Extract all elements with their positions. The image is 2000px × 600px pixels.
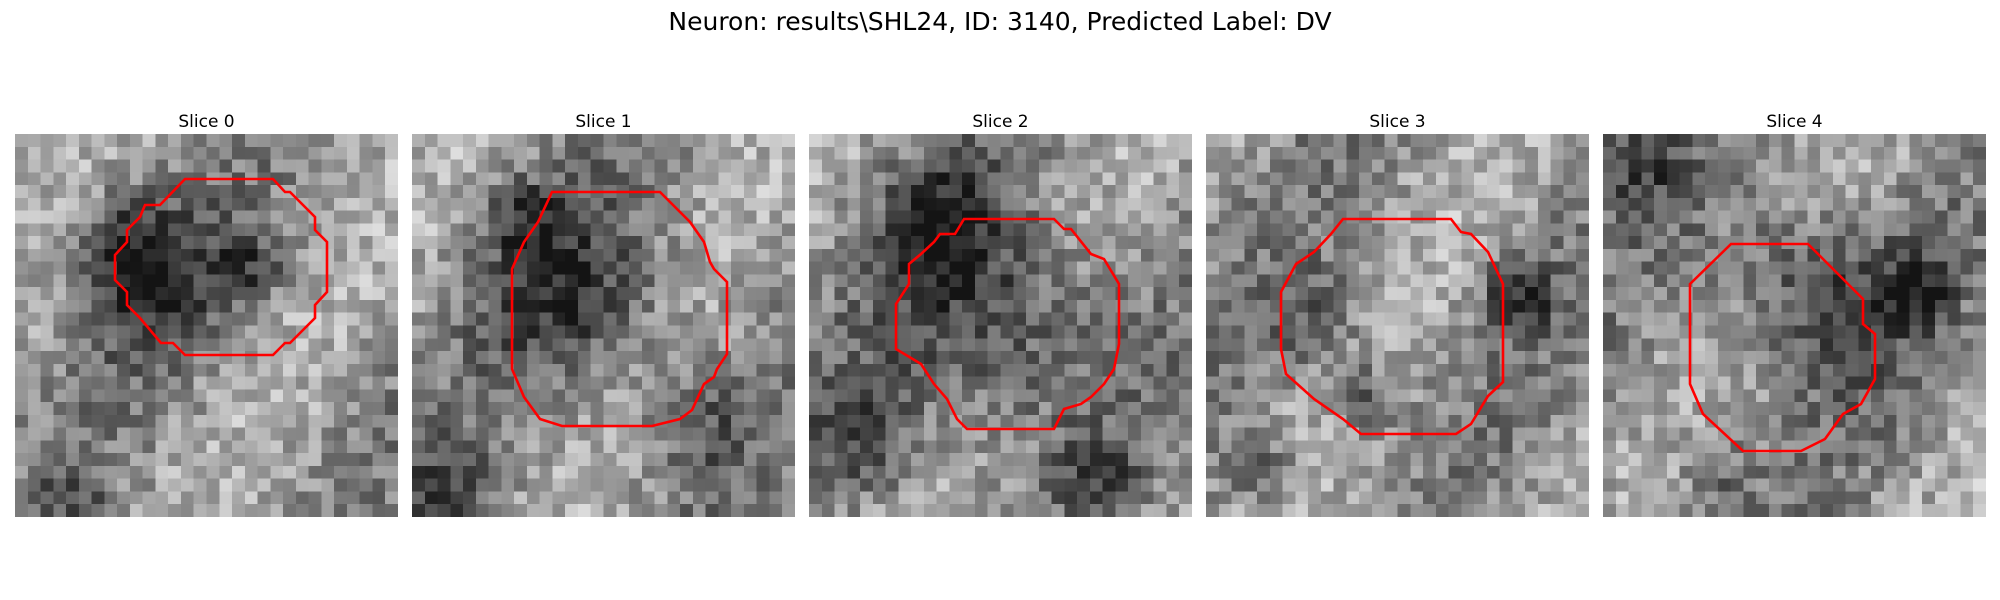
- slice-image: [412, 134, 795, 517]
- roi-contour: [894, 217, 1121, 431]
- slice-image: [1603, 134, 1986, 517]
- slice-title: Slice 0: [178, 112, 235, 132]
- grayscale-micrograph: [809, 134, 1192, 517]
- slice-image: [809, 134, 1192, 517]
- grayscale-micrograph: [1603, 134, 1986, 517]
- slice-image: [15, 134, 398, 517]
- grayscale-micrograph: [15, 134, 398, 517]
- slice-panel-4: Slice 4: [1603, 110, 1986, 517]
- slice-title: Slice 4: [1766, 112, 1823, 132]
- grayscale-micrograph: [412, 134, 795, 517]
- slice-title: Slice 3: [1369, 112, 1426, 132]
- roi-contour: [113, 177, 329, 357]
- roi-contour: [1279, 217, 1505, 436]
- slice-panel-0: Slice 0: [15, 110, 398, 517]
- slice-title: Slice 2: [972, 112, 1029, 132]
- slice-title: Slice 1: [575, 112, 632, 132]
- grayscale-micrograph: [1206, 134, 1589, 517]
- slice-panel-2: Slice 2: [809, 110, 1192, 517]
- slice-panel-1: Slice 1: [412, 110, 795, 517]
- slice-panel-3: Slice 3: [1206, 110, 1589, 517]
- figure-title: Neuron: results\SHL24, ID: 3140, Predict…: [668, 7, 1332, 36]
- roi-contour: [1688, 242, 1877, 453]
- roi-contour: [510, 190, 729, 428]
- slice-image: [1206, 134, 1589, 517]
